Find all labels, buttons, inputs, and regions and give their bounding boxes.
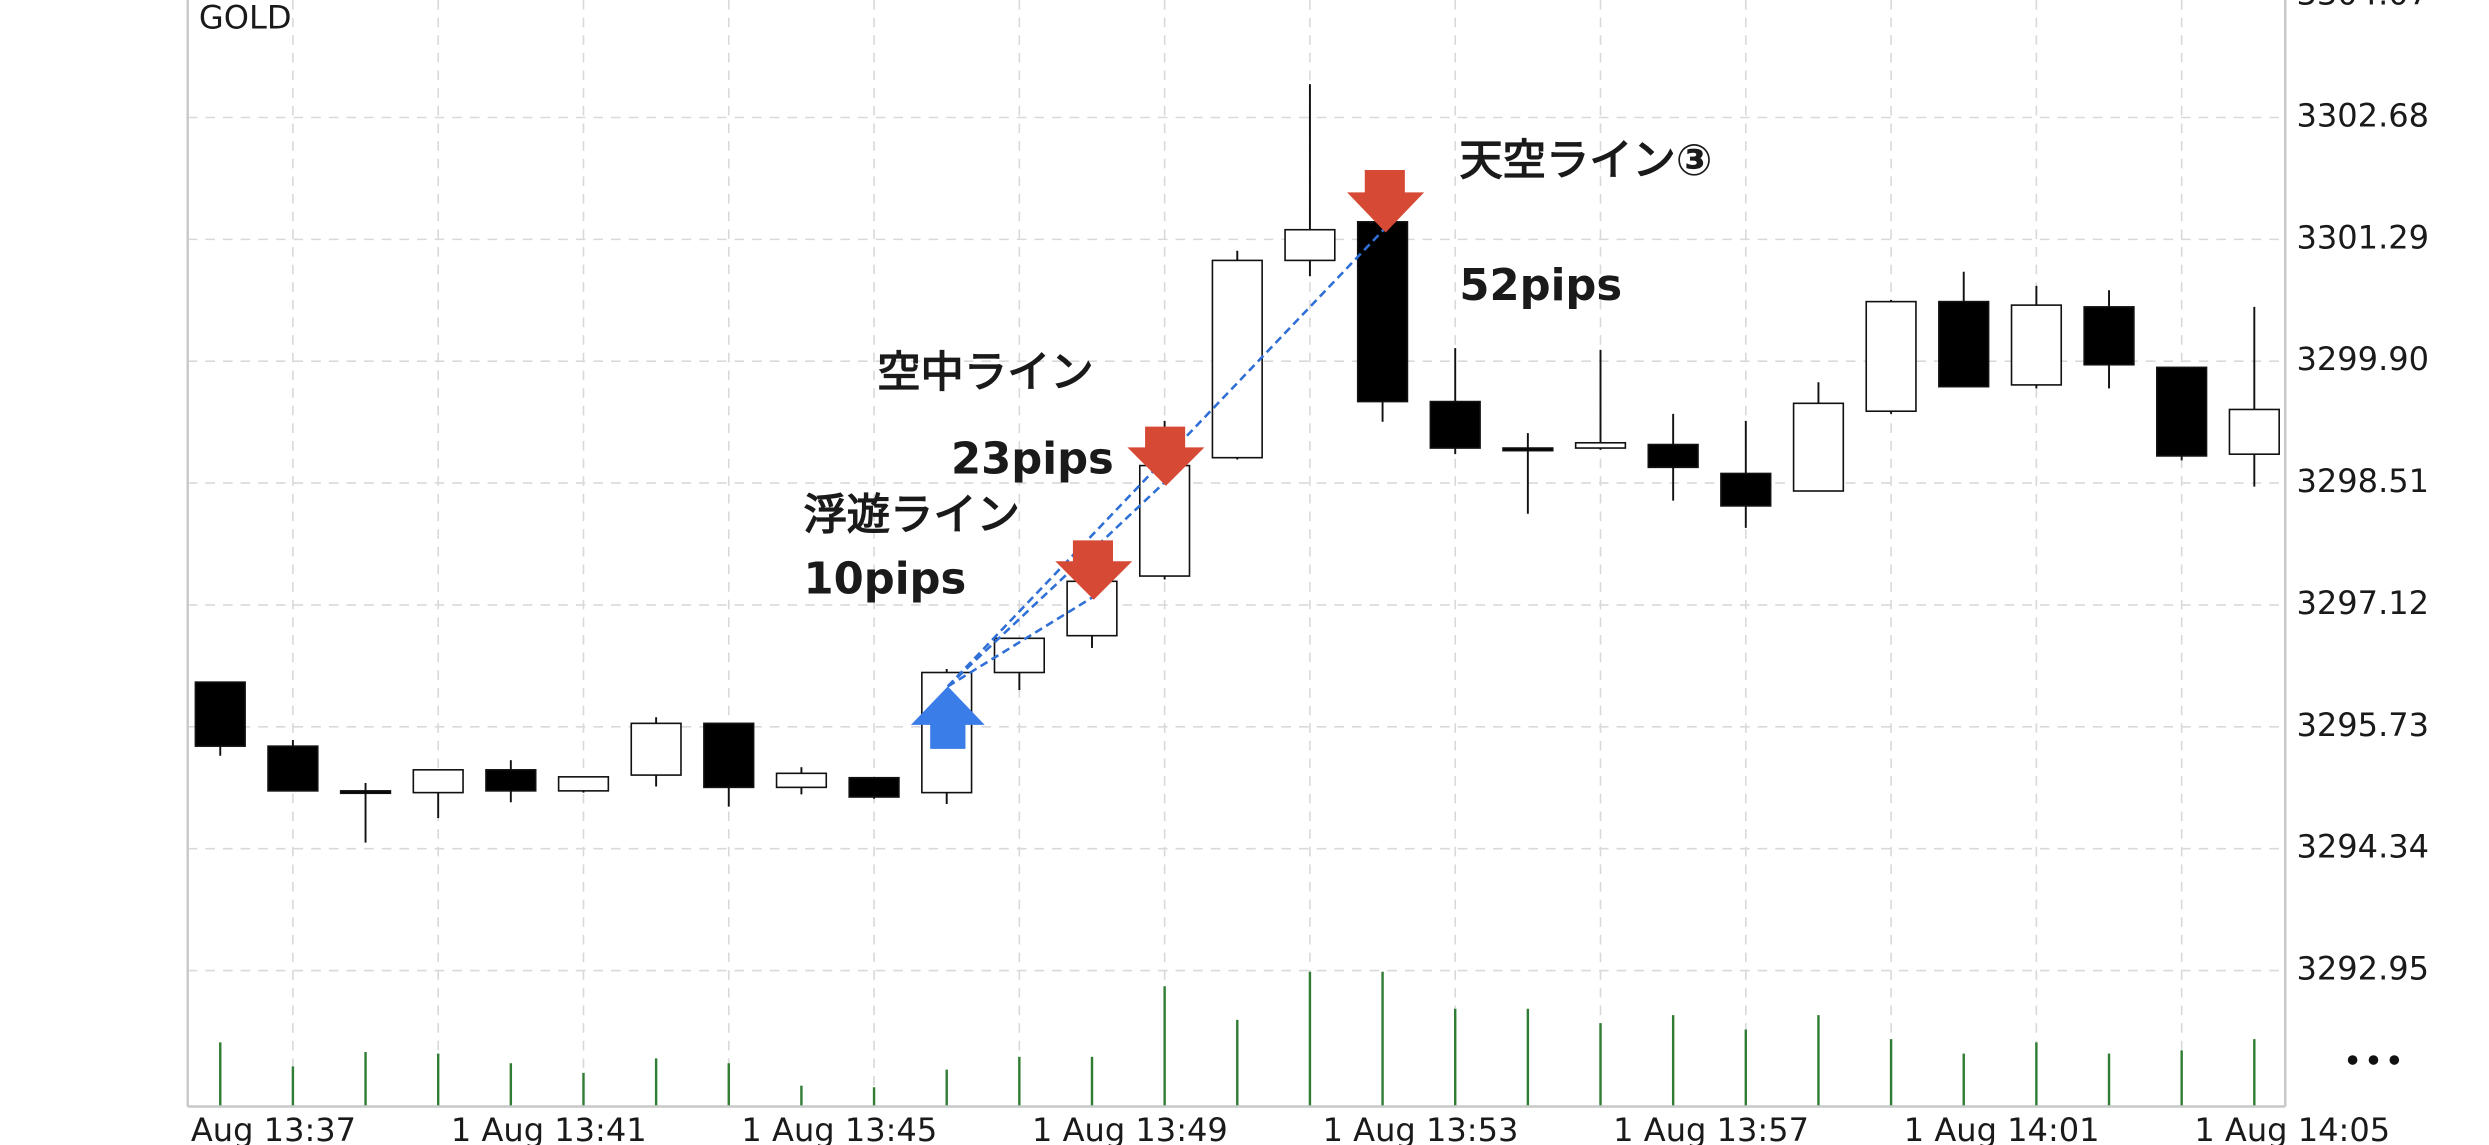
x-tick-label: 1 Aug 14:05: [2194, 1111, 2390, 1145]
candle-body: [1429, 400, 1481, 449]
y-tick-label: 3292.95: [2296, 950, 2429, 988]
candle-body: [1647, 443, 1699, 469]
candle-body: [2010, 304, 2063, 386]
candle-body: [1865, 300, 1917, 413]
candle-body: [1574, 441, 1627, 449]
candle-body: [993, 637, 1046, 674]
candle-body: [1720, 472, 1772, 507]
candle-body: [2083, 306, 2135, 366]
grid: [187, 0, 2286, 1107]
y-tick-label: 3295.73: [2296, 706, 2429, 744]
y-tick-label: 3299.90: [2296, 340, 2429, 378]
y-tick-label: 3301.29: [2296, 218, 2429, 256]
y-tick-label: 3297.12: [2296, 584, 2429, 622]
candle-body: [194, 681, 246, 747]
y-tick-label: 3302.68: [2296, 96, 2429, 134]
candle-body: [557, 776, 610, 792]
candle-body: [2228, 408, 2280, 455]
candle-body: [1938, 300, 1990, 388]
candle-body: [412, 769, 464, 794]
candle-body: [1356, 221, 1409, 403]
candle-body: [775, 772, 828, 789]
sell-arrow: [1347, 169, 1425, 233]
annotation: 52pips: [1459, 261, 1622, 311]
y-tick-label: 3304.07: [2296, 0, 2429, 13]
candle-body: [1502, 447, 1554, 452]
annotation: 10pips: [803, 555, 966, 605]
x-tick-label: 1 Aug 14:01: [1904, 1111, 2100, 1145]
sell-arrow: [1127, 426, 1205, 486]
buy-arrow: [910, 686, 985, 749]
annotation: 天空ライン③: [1459, 136, 1712, 186]
volume-layer: [219, 971, 2256, 1107]
chart-title: GOLD: [199, 0, 292, 36]
menu-dot[interactable]: [2368, 1055, 2379, 1065]
x-tick-label: Aug 13:37: [191, 1111, 356, 1145]
axis-labels: 3304.07 3302.68 3301.29 3299.90 3298.51 3297.…: [191, 0, 2429, 1145]
menu-dot[interactable]: [2389, 1055, 2400, 1065]
y-tick-label: 3294.34: [2296, 828, 2429, 866]
candle-body: [630, 722, 682, 776]
candle-layer: [194, 84, 2280, 843]
candle-body: [339, 790, 392, 795]
candle-body: [2156, 366, 2208, 457]
candle-body: [267, 745, 319, 792]
more-menu[interactable]: [2347, 1055, 2400, 1065]
annotation: 浮遊ライン: [803, 490, 1019, 540]
x-tick-label: 1 Aug 13:53: [1323, 1111, 1519, 1145]
candle-body: [1792, 402, 1845, 492]
dashed-line: [946, 480, 1167, 688]
annotation: 空中ライン: [877, 348, 1093, 398]
menu-dot[interactable]: [2347, 1055, 2358, 1065]
dashed-line: [947, 595, 1095, 688]
candle-body: [1211, 259, 1263, 459]
candle-body: [485, 769, 537, 792]
candle-body: [1284, 228, 1336, 262]
x-tick-label: 1 Aug 13:49: [1032, 1111, 1228, 1145]
y-tick-label: 3298.51: [2296, 462, 2429, 500]
x-tick-label: 1 Aug 13:57: [1613, 1111, 1809, 1145]
x-tick-label: 1 Aug 13:45: [741, 1111, 937, 1145]
annotation: 23pips: [951, 434, 1114, 484]
candle-body: [703, 722, 755, 789]
candle-body: [848, 776, 900, 798]
x-tick-label: 1 Aug 13:41: [451, 1111, 647, 1145]
